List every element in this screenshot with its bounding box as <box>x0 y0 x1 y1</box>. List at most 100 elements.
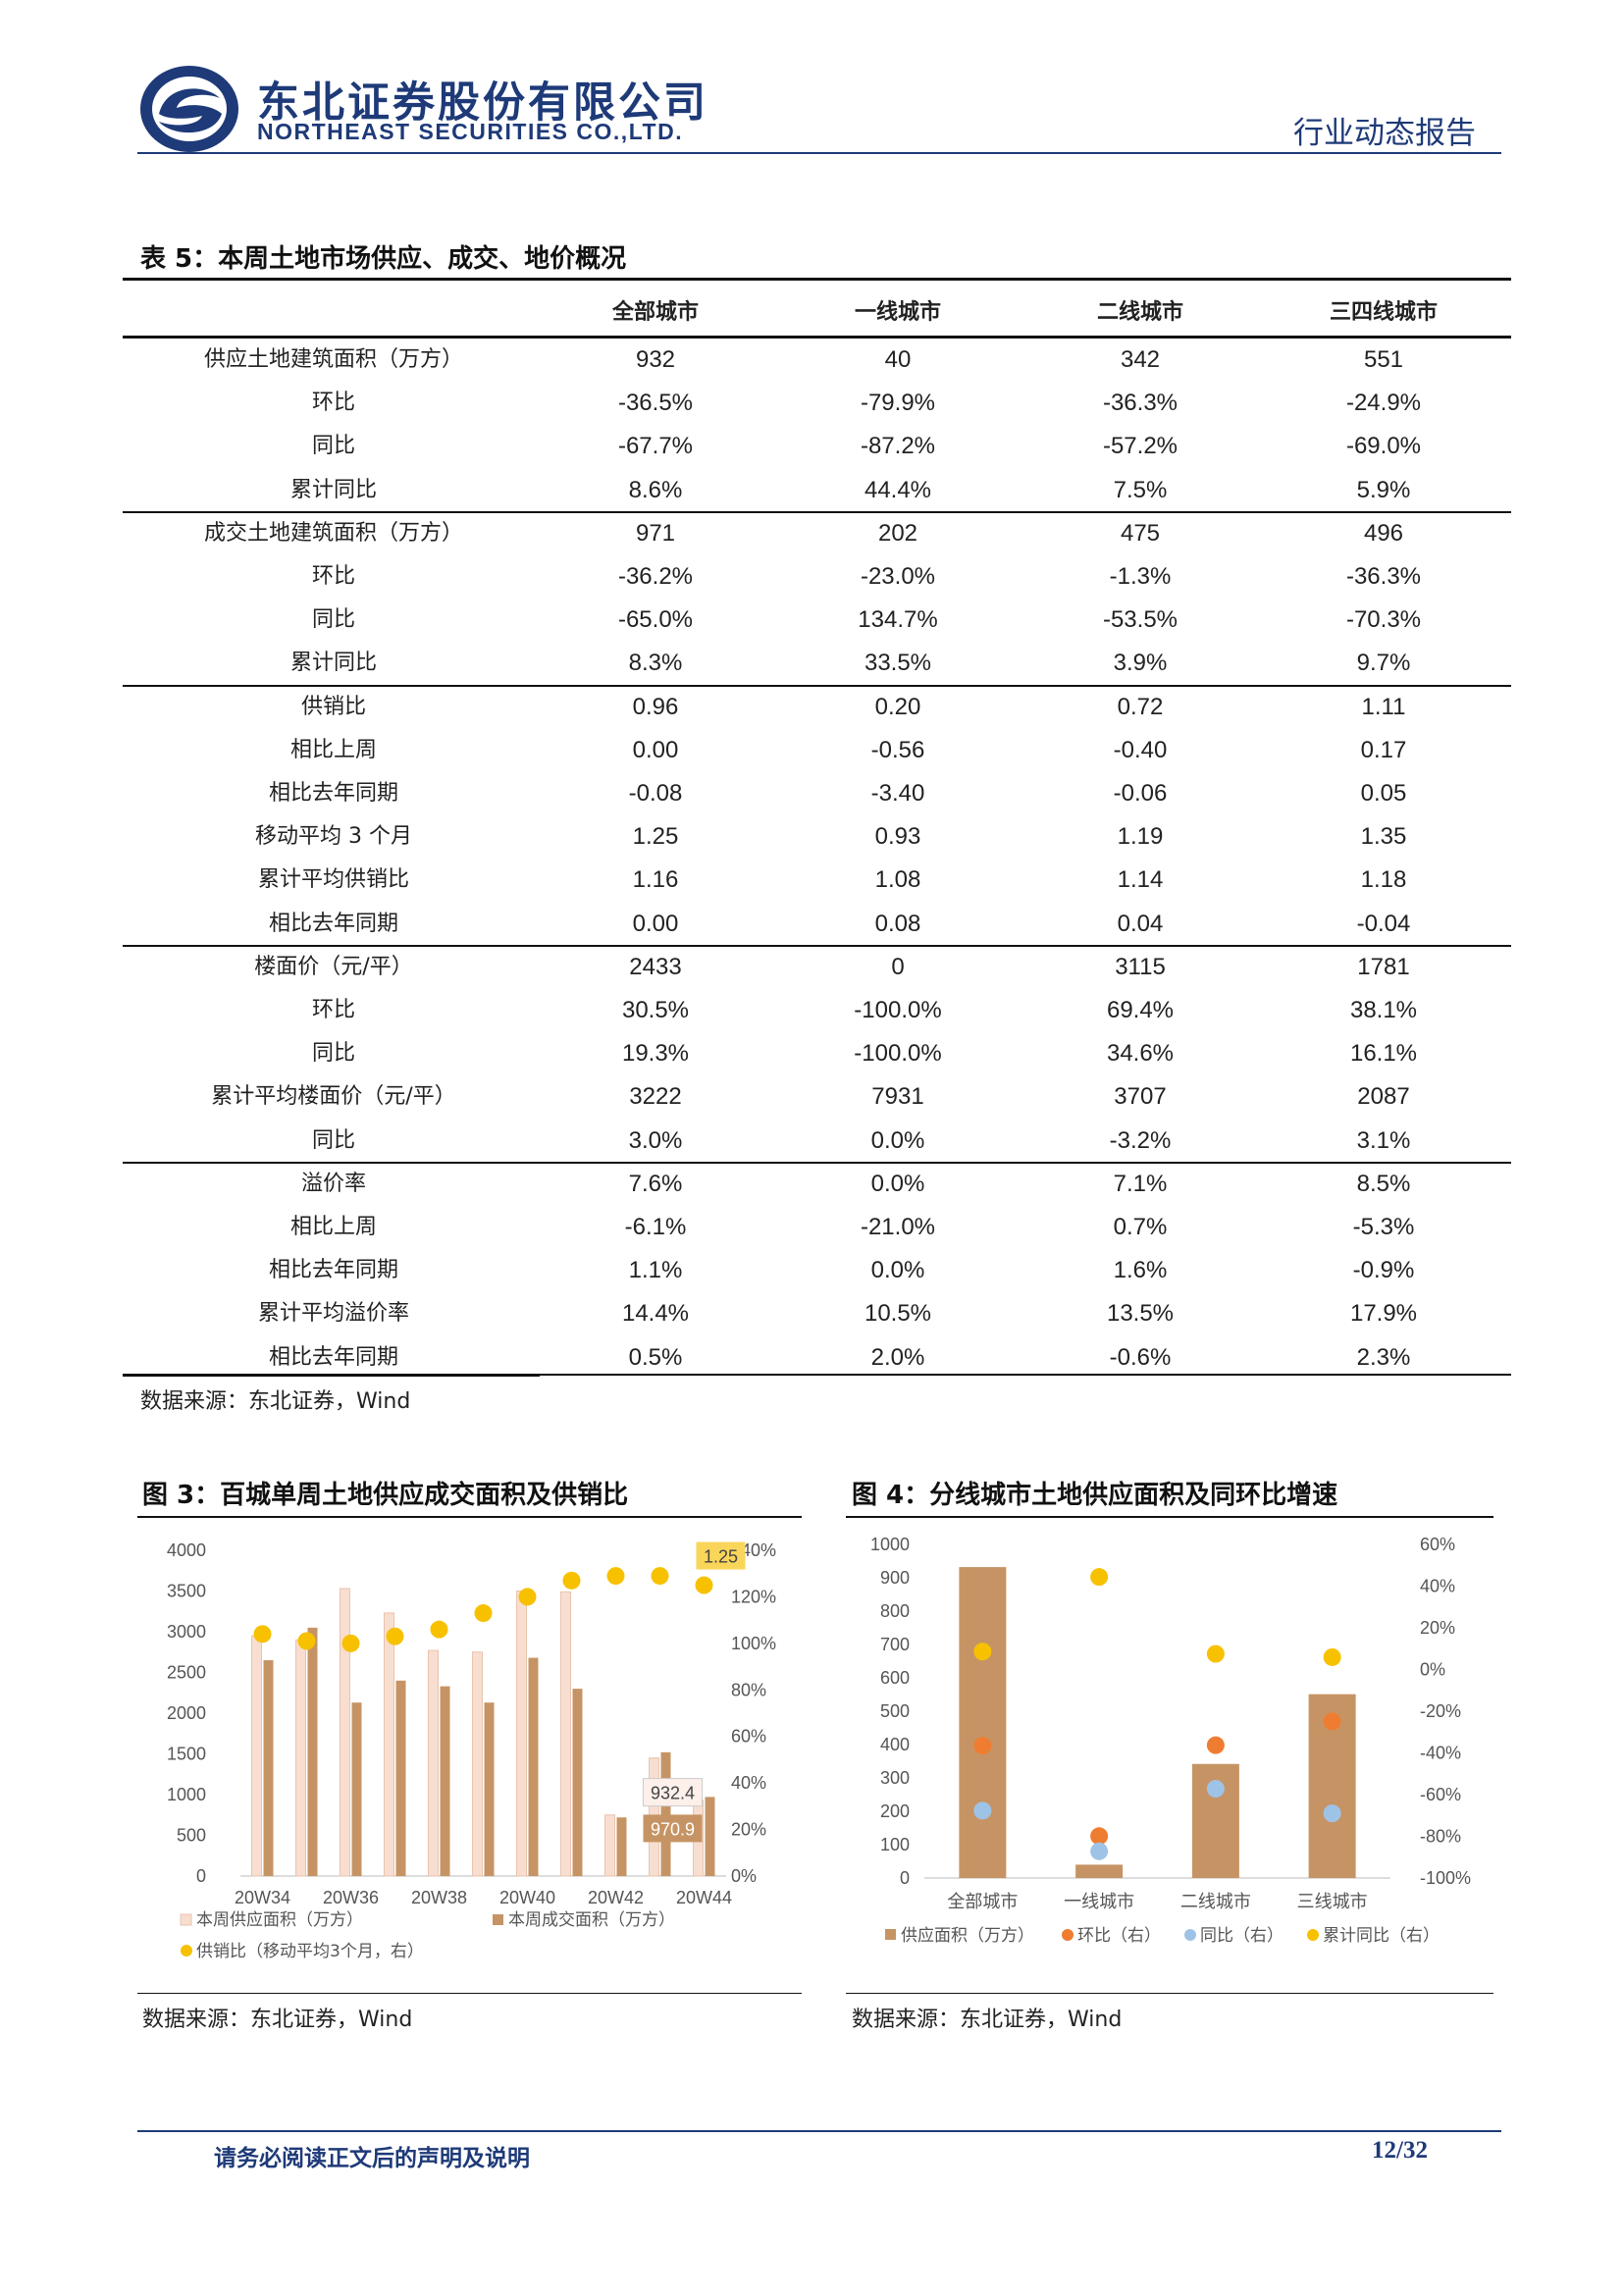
growth-point <box>973 1737 992 1755</box>
table-cell: -70.3% <box>1345 606 1422 634</box>
table-cell: -79.9% <box>860 390 936 417</box>
table-cell: -36.2% <box>617 563 694 590</box>
table-row: 环比 30.5% -100.0% 69.4% 38.1% <box>123 989 1511 1032</box>
table-cell: -3.2% <box>1109 1126 1172 1154</box>
footer-disclaimer-note: 请务必阅读正文后的声明及说明 <box>214 2146 530 2171</box>
table-cell: 2.3% <box>1356 1343 1411 1371</box>
table-row: 环比 -36.5% -79.9% -36.3% -24.9% <box>123 382 1511 425</box>
table-row: 相比去年同期 0.5% 2.0% -0.6% 2.3% <box>123 1336 1511 1380</box>
ratio-point <box>695 1576 713 1594</box>
y-left-tick-label: 600 <box>880 1668 910 1688</box>
table-cell: 1.14 <box>1117 866 1164 894</box>
table-cell: 44.4% <box>864 476 932 503</box>
table-cell: 13.5% <box>1106 1300 1175 1328</box>
table-cell: 1781 <box>1357 953 1410 980</box>
legend-swatch-ratio <box>181 1945 192 1957</box>
page-number: 12/32 <box>1372 2137 1428 2164</box>
table-cell: 0.5% <box>628 1343 683 1371</box>
ratio-point <box>430 1620 448 1639</box>
table-group-rule <box>123 944 1511 947</box>
table-cell: -36.5% <box>617 390 694 417</box>
table-row-label: 累计同比 <box>289 477 377 502</box>
table-cell: -100.0% <box>854 997 942 1023</box>
table-cell: -0.56 <box>870 736 925 763</box>
table-cell: 0.7% <box>1113 1214 1168 1240</box>
legend-label-supply: 本周供应面积（万方） <box>196 1910 363 1930</box>
table-cell: 1.11 <box>1361 693 1406 720</box>
table-cell: 1.18 <box>1360 866 1407 894</box>
ratio-point <box>651 1567 669 1586</box>
x-tick-label: 三线城市 <box>1297 1892 1368 1912</box>
table-row: 环比 -36.2% -23.0% -1.3% -36.3% <box>123 555 1511 599</box>
table-row-label: 相比上周 <box>289 1215 377 1239</box>
growth-point <box>1323 1647 1341 1666</box>
table-bottom-rule-accent <box>123 1374 540 1377</box>
transaction-bar <box>307 1627 318 1876</box>
transaction-bar <box>616 1817 627 1876</box>
table-cell: 1.35 <box>1360 823 1407 851</box>
y-left-tick-label: 800 <box>880 1601 910 1621</box>
transaction-bar <box>528 1657 539 1876</box>
table-cell: 932 <box>635 346 676 373</box>
legend-label: 累计同比（右） <box>1323 1926 1440 1946</box>
table-source-note: 数据来源：东北证券，Wind <box>140 1389 411 1414</box>
table-row-label: 累计平均供销比 <box>257 867 409 893</box>
legend-label: 环比（右） <box>1077 1926 1161 1946</box>
transaction-bar <box>440 1686 450 1876</box>
table-cell: 17.9% <box>1349 1300 1418 1328</box>
y-right-tick-label: 0% <box>731 1866 757 1886</box>
table-cell: -1.3% <box>1109 563 1172 590</box>
x-tick-label: 20W44 <box>676 1888 732 1907</box>
table-cell: 0.0% <box>870 1126 925 1154</box>
figure4-bottom-rule <box>846 1993 1493 1994</box>
y-left-tick-label: 0 <box>900 1868 910 1888</box>
table-row-label: 累计平均楼面价（元/平） <box>211 1084 456 1110</box>
y-right-tick-label: 0% <box>1420 1660 1445 1680</box>
table-column-header: 全部城市 <box>611 300 699 325</box>
growth-point <box>1090 1568 1109 1587</box>
table-cell: -0.08 <box>628 780 683 807</box>
table-cell: 40 <box>884 346 912 373</box>
table-row: 累计同比 8.3% 33.5% 3.9% 9.7% <box>123 642 1511 685</box>
table-row-label: 相比去年同期 <box>268 1344 398 1370</box>
table-row-label: 相比去年同期 <box>268 781 398 806</box>
supply-bar <box>472 1651 483 1877</box>
supply-bar <box>384 1612 394 1877</box>
table-cell: -6.1% <box>624 1214 687 1240</box>
table-group-rule <box>123 1161 1511 1164</box>
table-cell: 971 <box>635 519 676 547</box>
table-header-rule <box>123 336 1511 339</box>
table-row: 累计平均供销比 1.16 1.08 1.14 1.18 <box>123 859 1511 902</box>
table-cell: 0.04 <box>1117 910 1164 937</box>
table-cell: 7931 <box>871 1083 924 1111</box>
table-cell: 0.72 <box>1117 693 1164 720</box>
table-cell: -0.9% <box>1352 1257 1415 1284</box>
table-row: 同比 19.3% -100.0% 34.6% 16.1% <box>123 1032 1511 1075</box>
table-cell: 14.4% <box>621 1300 690 1328</box>
table-cell: 0.0% <box>870 1170 925 1197</box>
table-cell: 8.3% <box>628 650 683 677</box>
table-cell: 342 <box>1120 346 1161 373</box>
table-cell: 3115 <box>1115 953 1166 980</box>
y-left-tick-label: 400 <box>880 1735 910 1754</box>
supply-bar <box>604 1814 615 1877</box>
table-cell: -0.06 <box>1113 780 1168 807</box>
table-cell: 7.1% <box>1113 1170 1168 1197</box>
table-cell: 3.0% <box>628 1126 683 1154</box>
table-row-label: 成交土地建筑面积（万方） <box>203 520 463 546</box>
x-tick-label: 二线城市 <box>1180 1892 1251 1912</box>
table-cell: 5.9% <box>1356 476 1411 503</box>
growth-point <box>1323 1804 1341 1823</box>
transaction-data-label-box <box>643 1814 703 1843</box>
legend-label: 同比（右） <box>1200 1926 1283 1946</box>
x-tick-label: 20W34 <box>235 1888 290 1907</box>
supply-bar <box>340 1588 350 1877</box>
table-cell: 3222 <box>629 1083 682 1111</box>
table-cell: 1.6% <box>1113 1257 1168 1284</box>
supply-bar <box>428 1649 439 1877</box>
table-row: 相比去年同期 1.1% 0.0% 1.6% -0.9% <box>123 1249 1511 1292</box>
table-cell: 10.5% <box>864 1300 932 1328</box>
y-left-tick-label: 500 <box>177 1826 206 1846</box>
y-right-tick-label: 20% <box>1420 1618 1455 1638</box>
y-left-tick-label: 700 <box>880 1635 910 1654</box>
